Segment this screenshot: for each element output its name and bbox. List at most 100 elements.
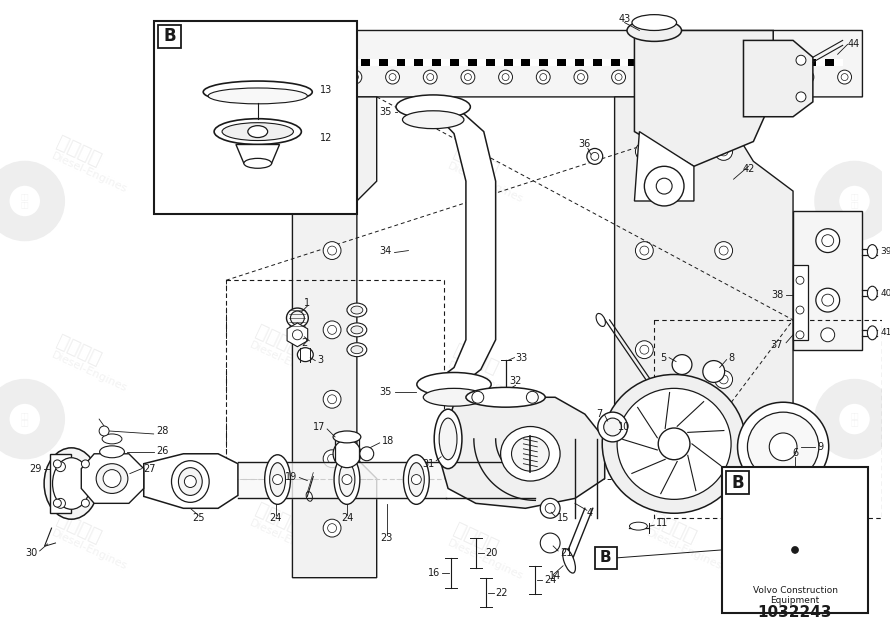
Text: 5: 5 [659, 353, 666, 363]
Bar [226, 281, 444, 479]
Text: 39: 39 [880, 247, 890, 256]
Ellipse shape [100, 446, 125, 458]
Ellipse shape [333, 440, 360, 467]
Polygon shape [793, 211, 862, 350]
Text: 36: 36 [578, 140, 591, 150]
Text: 紫发
动力: 紫发 动力 [850, 412, 859, 426]
Text: 24: 24 [270, 513, 282, 523]
Ellipse shape [603, 374, 746, 513]
Circle shape [724, 70, 739, 84]
Circle shape [55, 462, 66, 472]
Circle shape [659, 428, 690, 460]
Ellipse shape [540, 533, 560, 553]
Ellipse shape [203, 81, 312, 103]
Text: 37: 37 [771, 340, 783, 350]
Text: Diesel-Engines: Diesel-Engines [446, 360, 525, 403]
Text: 紫发动力: 紫发动力 [450, 143, 501, 180]
Ellipse shape [264, 455, 290, 504]
Circle shape [837, 70, 852, 84]
Text: Diesel-Engines: Diesel-Engines [644, 350, 724, 393]
Bar [593, 59, 602, 66]
Circle shape [749, 504, 841, 596]
Text: 紫发
动力: 紫发 动力 [20, 194, 29, 208]
Ellipse shape [868, 326, 878, 340]
Ellipse shape [347, 303, 367, 317]
Ellipse shape [208, 88, 307, 104]
Bar [664, 59, 673, 66]
Text: 23: 23 [380, 533, 392, 543]
Bar [834, 59, 843, 66]
Circle shape [81, 499, 89, 507]
Text: 10: 10 [619, 422, 631, 432]
Text: 15: 15 [557, 513, 570, 523]
Circle shape [348, 70, 362, 84]
Bar [691, 59, 700, 66]
Bar [504, 59, 513, 66]
Text: 紫发动力: 紫发动力 [450, 341, 501, 378]
Text: 3: 3 [317, 355, 323, 365]
Ellipse shape [333, 431, 360, 443]
Text: 19: 19 [285, 472, 297, 482]
Bar [717, 59, 726, 66]
Bar [825, 59, 834, 66]
Circle shape [498, 70, 513, 84]
Text: 4: 4 [587, 508, 593, 518]
Circle shape [816, 288, 839, 312]
Polygon shape [635, 131, 694, 201]
Circle shape [526, 391, 538, 403]
Bar [316, 59, 325, 66]
Text: 42: 42 [742, 164, 755, 174]
Ellipse shape [500, 426, 560, 481]
Ellipse shape [339, 463, 355, 496]
Circle shape [796, 55, 806, 65]
Circle shape [311, 70, 324, 84]
Ellipse shape [403, 455, 429, 504]
Circle shape [385, 70, 400, 84]
Ellipse shape [396, 95, 471, 119]
Polygon shape [411, 107, 496, 387]
Ellipse shape [297, 348, 313, 362]
Text: 1032243: 1032243 [757, 606, 832, 620]
Bar [754, 59, 763, 66]
Polygon shape [635, 30, 773, 166]
Ellipse shape [439, 418, 457, 460]
Circle shape [788, 543, 802, 557]
Circle shape [574, 70, 588, 84]
Circle shape [740, 496, 850, 604]
Bar [708, 59, 717, 66]
Bar [807, 59, 816, 66]
Text: 20: 20 [486, 548, 498, 558]
Bar [628, 59, 637, 66]
Bar [793, 265, 808, 340]
Circle shape [323, 450, 341, 467]
Circle shape [770, 525, 820, 575]
Ellipse shape [96, 464, 128, 493]
Ellipse shape [360, 447, 374, 460]
Text: 7: 7 [596, 409, 603, 419]
Circle shape [53, 460, 61, 468]
Bar [406, 59, 415, 66]
Bar [548, 59, 557, 66]
Circle shape [323, 172, 341, 190]
Bar [789, 59, 798, 66]
Text: Diesel-Engines: Diesel-Engines [446, 538, 525, 582]
Ellipse shape [172, 460, 209, 503]
Text: 紫发动力: 紫发动力 [54, 509, 105, 547]
Ellipse shape [769, 433, 797, 460]
Text: 24: 24 [544, 575, 556, 585]
Ellipse shape [598, 412, 627, 442]
Circle shape [672, 355, 692, 374]
Circle shape [759, 515, 830, 586]
Bar [575, 59, 584, 66]
Bar [477, 59, 486, 66]
Bar [725, 470, 749, 494]
Bar [388, 59, 397, 66]
Circle shape [763, 70, 776, 84]
Circle shape [472, 391, 484, 403]
Circle shape [323, 519, 341, 537]
Text: Diesel-Engines: Diesel-Engines [644, 142, 724, 186]
Text: 31: 31 [422, 459, 434, 469]
Circle shape [323, 113, 341, 131]
Bar [530, 59, 539, 66]
Bar [655, 59, 664, 66]
